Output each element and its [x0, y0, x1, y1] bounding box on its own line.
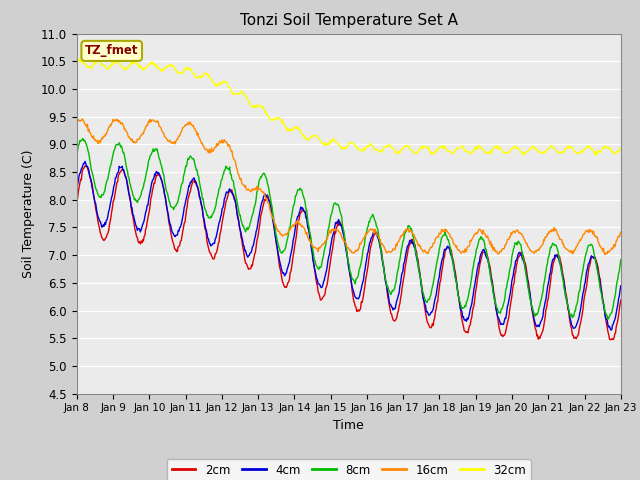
Text: TZ_fmet: TZ_fmet — [85, 44, 138, 58]
Y-axis label: Soil Temperature (C): Soil Temperature (C) — [22, 149, 35, 278]
Legend: 2cm, 4cm, 8cm, 16cm, 32cm: 2cm, 4cm, 8cm, 16cm, 32cm — [167, 459, 531, 480]
Title: Tonzi Soil Temperature Set A: Tonzi Soil Temperature Set A — [240, 13, 458, 28]
X-axis label: Time: Time — [333, 419, 364, 432]
